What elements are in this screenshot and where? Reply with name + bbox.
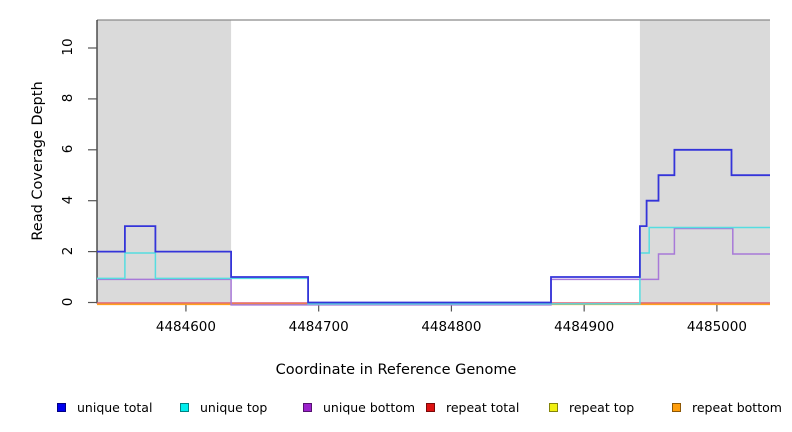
legend-swatch-unique-total (57, 402, 66, 412)
legend-swatch-unique-top (180, 402, 189, 412)
y-axis-title: Read Coverage Depth (30, 81, 46, 241)
legend-swatch-repeat-bottom (672, 402, 681, 412)
x-tick-label: 4484800 (421, 319, 482, 335)
legend: unique total unique top unique bottom repea… (57, 399, 792, 415)
legend-swatch-repeat-top (549, 402, 558, 412)
legend-item-unique-bottom: unique bottom (303, 399, 426, 415)
legend-label: unique top (200, 399, 268, 415)
legend-label: unique bottom (323, 399, 416, 415)
repeat-region-shading (639, 20, 770, 303)
x-tick-label: 4484600 (155, 319, 216, 335)
legend-item-repeat-total: repeat total (426, 399, 549, 415)
series-line-unique-total (97, 148, 770, 304)
legend-label: unique total (77, 399, 153, 415)
legend-label: repeat bottom (692, 399, 782, 415)
legend-label: repeat total (446, 399, 520, 415)
legend-swatch-unique-bottom (303, 402, 312, 412)
legend-item-unique-total: unique total (57, 399, 180, 415)
x-tick-label: 4485000 (686, 319, 747, 335)
legend-label: repeat top (569, 399, 635, 415)
x-tick-label: 4484900 (554, 319, 615, 335)
legend-item-repeat-top: repeat top (549, 399, 672, 415)
legend-item-unique-top: unique top (180, 399, 303, 415)
x-axis-title: Coordinate in Reference Genome (275, 362, 517, 378)
repeat-region-shading (97, 20, 232, 303)
legend-item-repeat-bottom: repeat bottom (672, 399, 792, 415)
series-line-unique-bottom (97, 227, 770, 306)
y-tick-label: 10 (60, 38, 76, 56)
x-tick-label: 4484700 (288, 319, 349, 335)
legend-swatch-repeat-total (426, 402, 435, 412)
